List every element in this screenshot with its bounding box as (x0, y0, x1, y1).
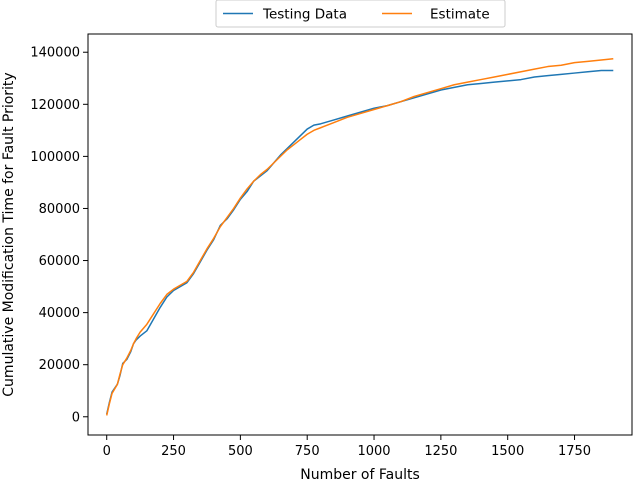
series-line-testing-data (105, 69, 614, 415)
y-tick-label: 140000 (30, 46, 80, 61)
legend-box (215, 0, 506, 28)
y-tick-label: 120000 (30, 98, 80, 113)
y-axis-ticks: 0 20000 40000 60000 80000 100000 120000 140000 (30, 46, 88, 425)
x-tick-label: 1750 (558, 444, 591, 459)
y-tick-label: 100000 (30, 150, 80, 165)
x-tick-label: 750 (295, 444, 320, 459)
y-tick-label: 40000 (39, 306, 80, 321)
x-axis-label: Number of Faults (300, 467, 420, 483)
x-tick-label: 250 (161, 444, 186, 459)
y-tick-label: 80000 (39, 202, 80, 217)
plot-frame (87, 33, 633, 436)
y-tick-label: 0 (72, 410, 80, 425)
y-tick-label: 60000 (39, 254, 80, 269)
x-tick-label: 1000 (357, 444, 390, 459)
series-line-estimate (105, 57, 614, 416)
x-tick-label: 1250 (424, 444, 457, 459)
legend-label-estimate: Estimate (430, 7, 490, 23)
legend-label-testing-data: Testing Data (262, 7, 347, 23)
y-axis-label: Cumulative Modification Time for Fault P… (1, 72, 17, 396)
series-layer (105, 57, 614, 416)
legend: Testing Data Estimate (215, 0, 506, 28)
x-axis-ticks: 0 250 500 750 1000 1250 1500 1750 (103, 435, 591, 459)
x-tick-label: 500 (228, 444, 253, 459)
x-tick-label: 0 (103, 444, 111, 459)
y-tick-label: 20000 (39, 358, 80, 373)
x-tick-label: 1500 (491, 444, 524, 459)
